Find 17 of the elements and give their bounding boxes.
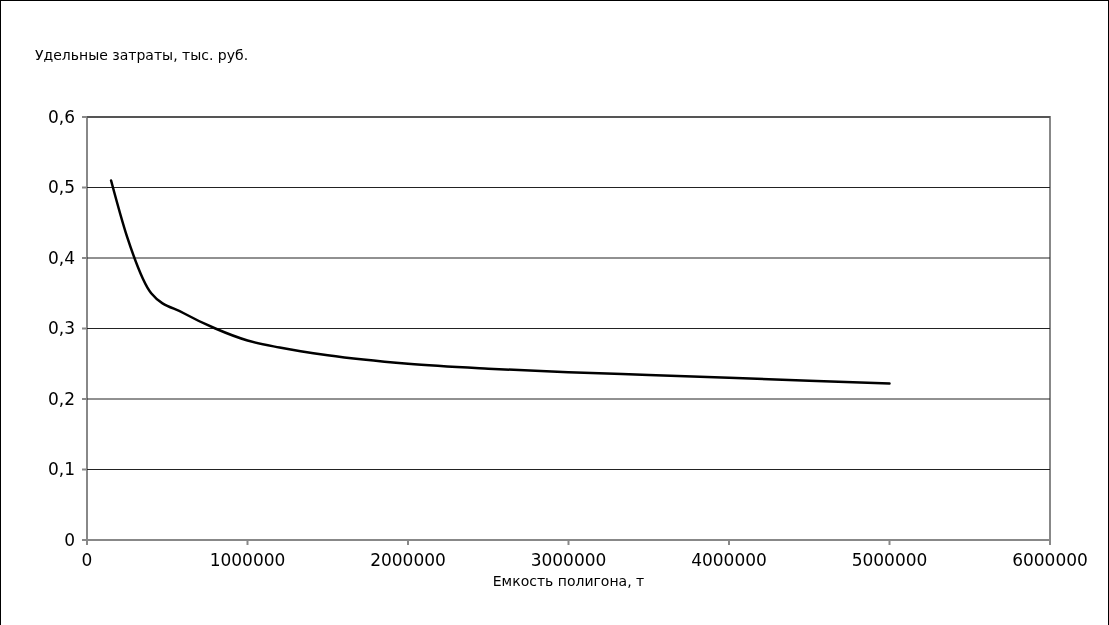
y-tick-label: 0 <box>64 529 75 550</box>
x-tick-label: 3000000 <box>530 550 607 570</box>
x-tick-label: 4000000 <box>691 550 767 570</box>
y-tick-label: 0,3 <box>47 318 75 339</box>
x-tick-label: 6000000 <box>1012 550 1088 570</box>
x-tick-label: 0 <box>81 550 93 570</box>
y-tick-label: 0,4 <box>47 247 75 268</box>
x-tick-label: 1000000 <box>209 550 286 570</box>
line-series <box>109 179 891 385</box>
x-tick-label: 5000000 <box>851 550 928 570</box>
y-tick-label: 0,1 <box>47 459 75 480</box>
y-axis-title: Удельные затраты, тыс. руб. <box>35 47 249 63</box>
x-tick-label: 2000000 <box>370 550 446 570</box>
x-axis-title: Емкость полигона, т <box>492 573 645 589</box>
y-tick-label: 0,5 <box>47 177 75 198</box>
y-tick-label: 0,6 <box>47 106 75 127</box>
y-tick-label: 0,2 <box>47 388 75 409</box>
